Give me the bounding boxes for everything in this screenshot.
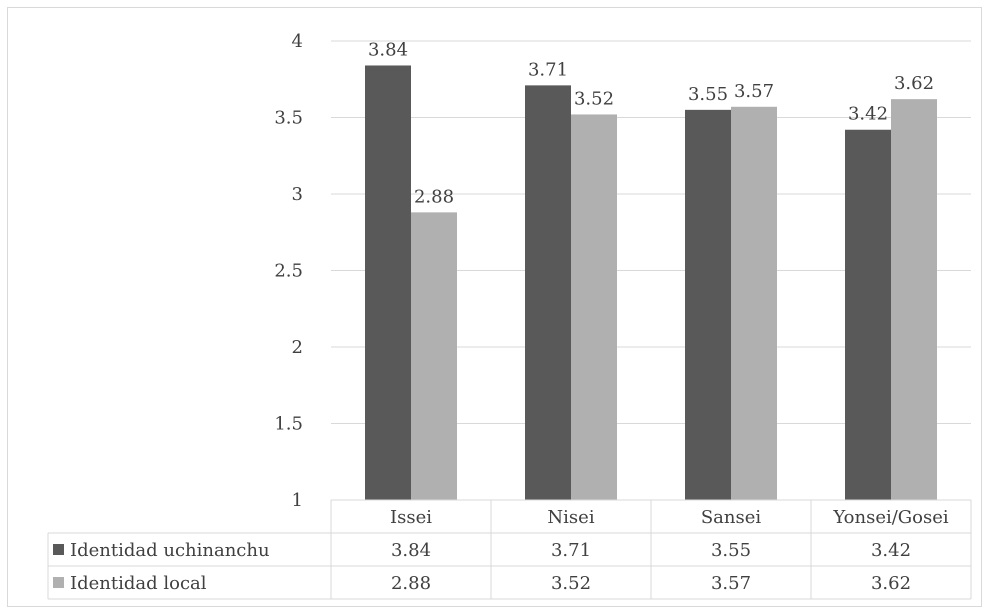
- data-labels: 3.84 3.71 3.55 3.42 2.88 3.52 3.57 3.62: [368, 39, 934, 207]
- bar-local-sansei: [731, 106, 777, 500]
- y-tick-label: 1.5: [274, 414, 303, 435]
- bar-uchinanchu-issei: [365, 65, 411, 501]
- bar-local-nisei: [571, 114, 617, 500]
- bar-chart-with-data-table: 11.522.533.54 3.843.713.553.422.883.52 3.…: [47, 31, 972, 600]
- bars: [365, 65, 937, 501]
- bar-local-yonsei-gosei: [891, 99, 937, 500]
- category-label: Issei: [390, 507, 432, 528]
- y-tick-label: 3.5: [274, 108, 303, 129]
- y-tick-label: 2.5: [274, 261, 303, 282]
- bar-uchinanchu-yonsei-gosei: [845, 129, 891, 500]
- legend-swatch: [53, 544, 64, 555]
- table-value: 2.88: [391, 573, 431, 594]
- y-tick-label: 4: [292, 31, 303, 52]
- category-label: Nisei: [547, 507, 594, 528]
- legend-swatch: [53, 577, 64, 588]
- data-label: 3.57: [734, 81, 774, 102]
- table-value: 3.52: [551, 573, 591, 594]
- chart-frame: 1 1.5 2 2.5 3 3.5 4 3.84 3.71 3.55 3.42 2.88 3.52 3.…: [7, 7, 982, 607]
- legend-entry: Identidad uchinanchu: [70, 540, 270, 561]
- table-value: 3.55: [711, 540, 751, 561]
- table-value: 3.57: [711, 573, 751, 594]
- table-value: 3.71: [551, 540, 591, 561]
- legend-entry: Identidad local: [70, 573, 207, 594]
- data-label: 2.88: [414, 186, 454, 207]
- data-label: 3.71: [528, 59, 568, 80]
- category-label: Yonsei/Gosei: [832, 507, 949, 528]
- bar-uchinanchu-nisei: [525, 85, 571, 501]
- bar-local-issei: [411, 212, 457, 501]
- data-table: Issei Nisei Sansei Yonsei/Gosei Identidad uc…: [47, 499, 972, 600]
- table-value: 3.42: [871, 540, 911, 561]
- table-value: 3.62: [871, 573, 911, 594]
- bar-uchinanchu-sansei: [685, 109, 731, 500]
- data-label: 3.55: [688, 84, 728, 105]
- y-tick-label: 1: [292, 490, 303, 511]
- table-value: 3.84: [391, 540, 431, 561]
- y-tick-label: 2: [292, 337, 303, 358]
- data-label: 3.42: [848, 104, 888, 125]
- y-axis-tick-labels: 1 1.5 2 2.5 3 3.5 4: [274, 31, 303, 511]
- y-tick-label: 3: [292, 184, 303, 205]
- data-label: 3.84: [368, 39, 408, 60]
- data-label: 3.62: [894, 73, 934, 94]
- category-label: Sansei: [701, 507, 762, 528]
- data-label: 3.52: [574, 88, 614, 109]
